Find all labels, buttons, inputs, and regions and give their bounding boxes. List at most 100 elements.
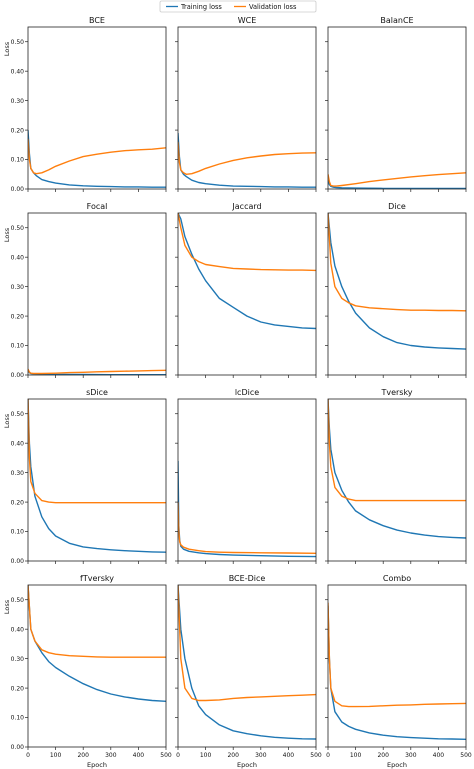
x-tick-label: 300: [405, 752, 417, 759]
panel-title: Jaccard: [231, 202, 261, 211]
y-tick-label: 0.00: [11, 744, 25, 751]
y-tick-label: 0.10: [11, 529, 25, 536]
x-tick-label: 200: [377, 752, 389, 759]
panel-title: fTversky: [80, 574, 114, 583]
x-tick-label: 100: [350, 752, 362, 759]
axes-frame: [177, 26, 317, 190]
plot-area: [28, 368, 166, 375]
legend: Training loss Validation loss: [159, 0, 317, 13]
y-tick-label: 0.00: [11, 372, 25, 379]
series-line-validation: [178, 502, 316, 554]
series-line-validation: [28, 368, 166, 375]
plot-area: [28, 130, 166, 188]
plot-area: [28, 585, 166, 702]
series-line-validation: [328, 172, 466, 187]
x-tick-label: 400: [433, 752, 445, 759]
panel-balance: BalanCE: [325, 16, 467, 192]
panel-title: Tversky: [380, 388, 412, 397]
y-axis-label: Loss: [3, 227, 11, 242]
plot-area: [178, 585, 316, 740]
panel-title: BalanCE: [380, 16, 413, 25]
x-tick-label: 300: [255, 752, 267, 759]
x-tick-label: 0: [326, 752, 330, 759]
y-tick-label: 0.10: [11, 343, 25, 350]
y-tick-label: 0.30: [11, 656, 25, 663]
panel-title: sDice: [86, 388, 108, 397]
axes-frame: [27, 584, 167, 748]
y-tick-label: 0.50: [11, 597, 25, 604]
x-tick-label: 500: [310, 752, 322, 759]
y-tick-label: 0.30: [11, 284, 25, 291]
y-tick-label: 0.00: [11, 186, 25, 193]
series-line-training: [28, 130, 166, 188]
axes-frame: [177, 584, 317, 748]
panel-title: Dice: [388, 202, 406, 211]
series-line-training: [178, 585, 316, 740]
y-tick-label: 0.40: [11, 68, 25, 75]
legend-label: Training loss: [180, 3, 222, 11]
panel-title: lcDice: [235, 388, 259, 397]
panel-jaccard: Jaccard: [175, 202, 317, 378]
axes-frame: [27, 398, 167, 562]
plot-area: [28, 399, 166, 553]
y-axis-label: Loss: [3, 599, 11, 614]
panel-tversky: Tversky: [325, 388, 467, 564]
series-line-training: [328, 399, 466, 539]
y-tick-label: 0.40: [11, 254, 25, 261]
axes-frame: [327, 212, 467, 376]
x-tick-label: 500: [460, 752, 472, 759]
x-tick-label: 0: [26, 752, 30, 759]
x-tick-label: 300: [105, 752, 117, 759]
panel-title: Combo: [383, 574, 411, 583]
panel-title: WCE: [238, 16, 257, 25]
y-tick-label: 0.30: [11, 470, 25, 477]
plot-area: [328, 399, 466, 539]
series-line-training: [178, 460, 316, 558]
series-line-validation: [178, 585, 316, 702]
plot-area: [328, 213, 466, 350]
y-tick-label: 0.00: [11, 558, 25, 565]
series-line-training: [328, 213, 466, 350]
series-line-validation: [28, 399, 166, 504]
panel-lcdice: lcDice: [175, 388, 317, 564]
plot-area: [328, 602, 466, 740]
series-line-training: [328, 605, 466, 740]
plot-area: [178, 460, 316, 558]
plot-area: [178, 213, 316, 330]
y-axis-label: Loss: [3, 41, 11, 56]
panel-combo: Combo 0 100 200 300 400 500 Epoch: [325, 574, 472, 769]
x-tick-label: 100: [50, 752, 62, 759]
x-tick-label: 100: [200, 752, 212, 759]
x-tick-label: 400: [133, 752, 145, 759]
axes-frame: [327, 26, 467, 190]
y-tick-label: 0.40: [11, 626, 25, 633]
panel-dice: Dice: [325, 202, 467, 378]
series-line-validation: [28, 585, 166, 658]
series-line-validation: [178, 213, 316, 272]
x-tick-label: 200: [227, 752, 239, 759]
plot-area: [178, 132, 316, 188]
panel-title: BCE: [89, 16, 105, 25]
axes-frame: [177, 398, 317, 562]
series-line-validation: [328, 602, 466, 708]
axes-frame: [27, 26, 167, 190]
x-tick-label: 500: [160, 752, 172, 759]
series-line-validation: [178, 141, 316, 176]
legend-entry: Validation loss: [234, 3, 297, 11]
y-tick-label: 0.50: [11, 225, 25, 232]
series-line-validation: [328, 399, 466, 502]
series-line-training: [178, 213, 316, 330]
series-line-training: [28, 399, 166, 553]
series-line-training: [28, 585, 166, 702]
axes-frame: [177, 212, 317, 376]
series-line-training: [178, 132, 316, 188]
x-axis-label: Epoch: [237, 761, 257, 769]
x-tick-label: 400: [283, 752, 295, 759]
panel-wce: WCE: [175, 16, 317, 192]
x-axis-label: Epoch: [387, 761, 407, 769]
axes-frame: [327, 398, 467, 562]
